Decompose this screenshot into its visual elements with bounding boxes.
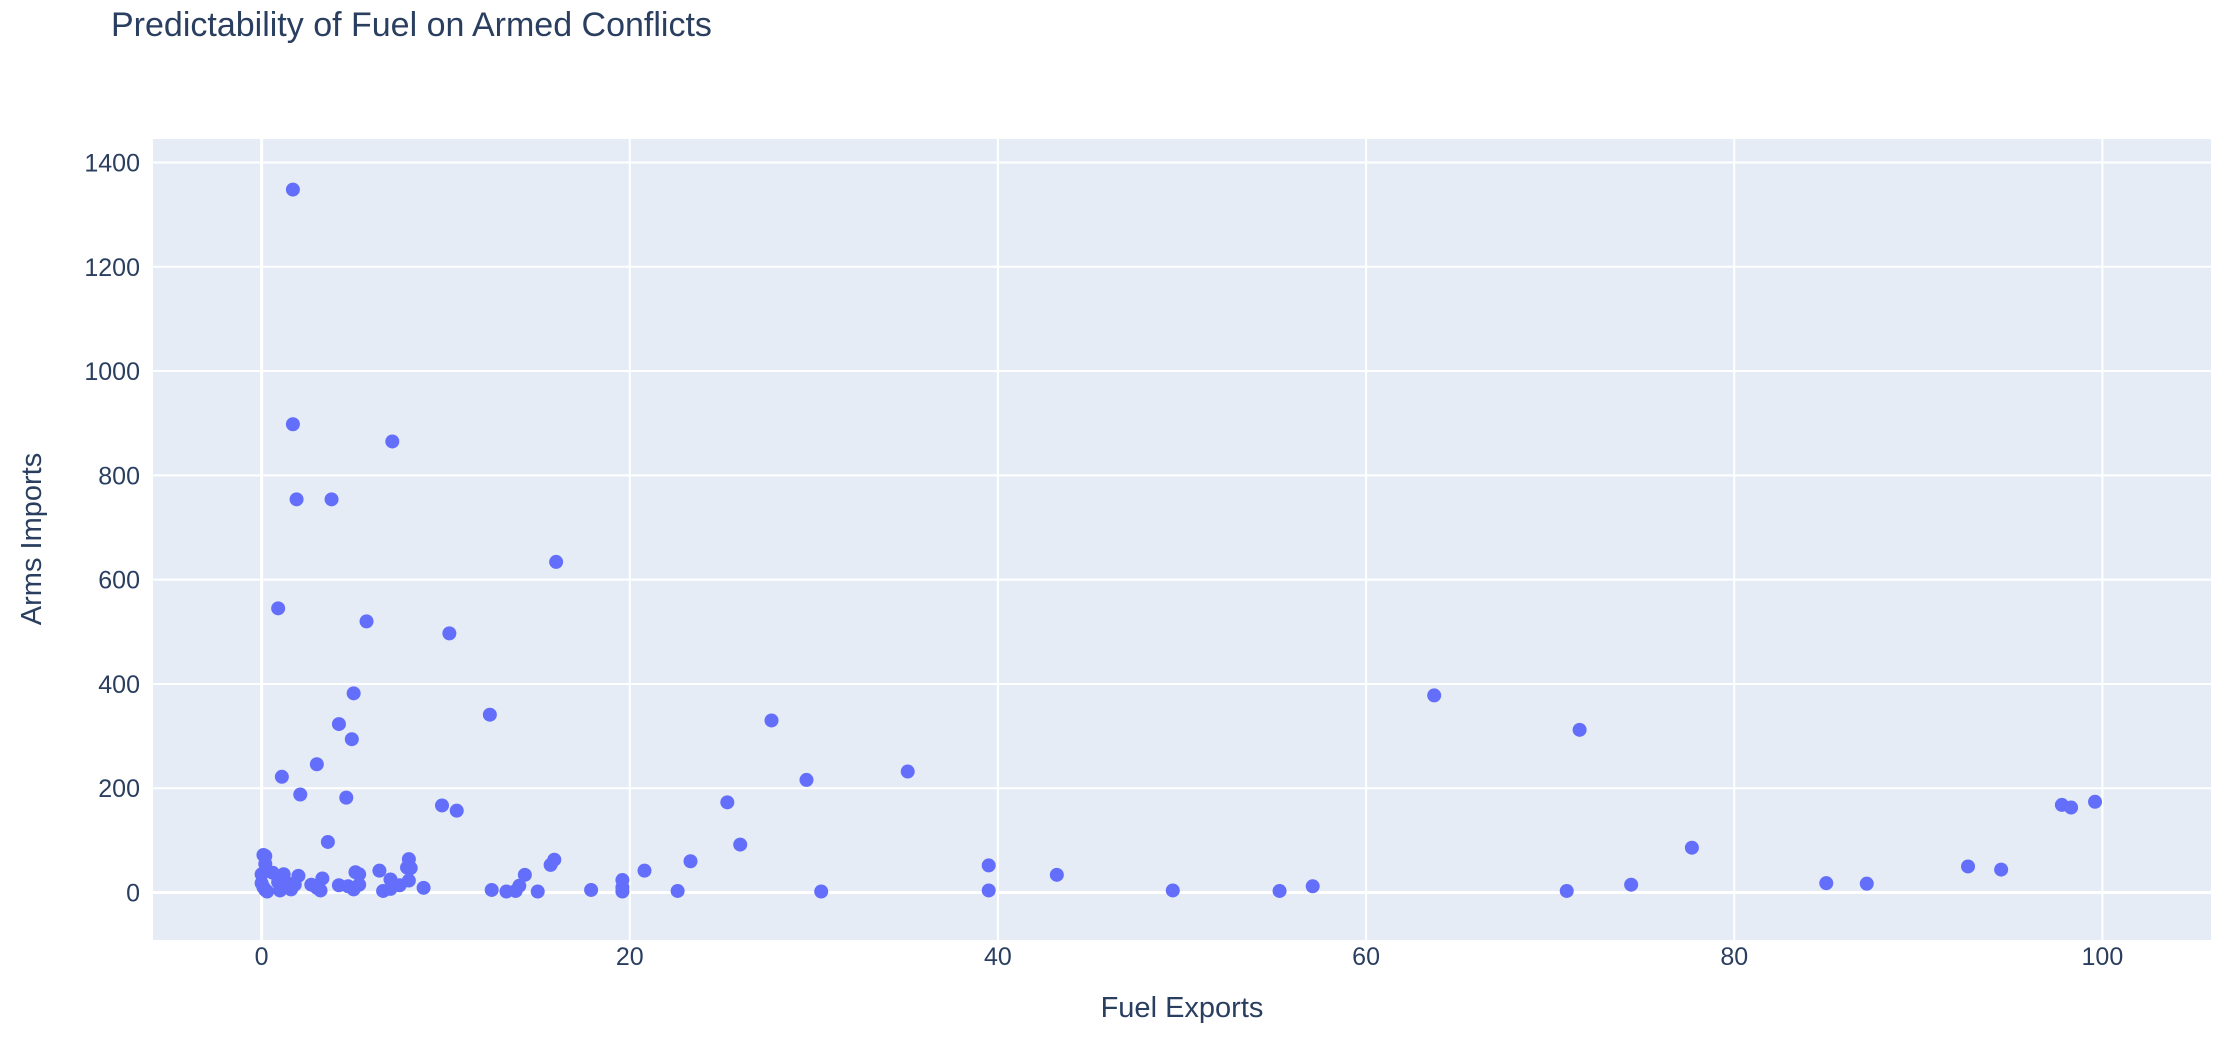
y-tick-label: 1400 [84, 149, 140, 177]
data-point[interactable] [637, 863, 652, 878]
x-tick-label: 0 [255, 943, 269, 971]
y-tick-label: 800 [98, 462, 140, 490]
data-point[interactable] [435, 798, 450, 813]
data-point[interactable] [1572, 722, 1587, 737]
data-point[interactable] [309, 757, 324, 772]
data-point[interactable] [814, 884, 829, 899]
data-point[interactable] [344, 732, 359, 747]
data-point[interactable] [1859, 876, 1874, 891]
data-point[interactable] [517, 867, 532, 882]
data-point[interactable] [764, 713, 779, 728]
data-point[interactable] [1305, 879, 1320, 894]
data-points [254, 182, 2103, 899]
y-tick-label: 200 [98, 775, 140, 803]
data-point[interactable] [543, 857, 558, 872]
data-point[interactable] [289, 492, 304, 507]
x-tick-label: 40 [984, 943, 1012, 971]
data-point[interactable] [403, 861, 418, 876]
data-point[interactable] [900, 764, 915, 779]
data-point[interactable] [331, 717, 346, 732]
data-point[interactable] [1624, 877, 1639, 892]
data-point[interactable] [352, 877, 367, 892]
data-point[interactable] [1961, 859, 1976, 874]
data-point[interactable] [549, 554, 564, 569]
data-point[interactable] [733, 837, 748, 852]
data-point[interactable] [799, 772, 814, 787]
y-axis-title: Arms Imports [16, 453, 48, 625]
data-point[interactable] [1427, 688, 1442, 703]
plot-area [153, 139, 2211, 940]
data-point[interactable] [320, 834, 335, 849]
data-point[interactable] [1272, 883, 1287, 898]
data-point[interactable] [482, 707, 497, 722]
data-point[interactable] [416, 880, 431, 895]
data-point[interactable] [484, 882, 499, 897]
x-axis-title: Fuel Exports [1101, 992, 1264, 1024]
data-point[interactable] [1559, 883, 1574, 898]
data-point[interactable] [359, 614, 374, 629]
y-tick-label: 1000 [84, 358, 140, 386]
data-point[interactable] [392, 878, 407, 893]
data-point[interactable] [1049, 867, 1064, 882]
data-point[interactable] [271, 601, 286, 616]
data-point[interactable] [313, 883, 328, 898]
x-tick-label: 80 [1720, 943, 1748, 971]
data-point[interactable] [530, 884, 545, 899]
y-tick-label: 1200 [84, 254, 140, 282]
data-point[interactable] [385, 434, 400, 449]
data-point[interactable] [274, 769, 289, 784]
data-point[interactable] [449, 803, 464, 818]
data-point[interactable] [670, 883, 685, 898]
data-point[interactable] [372, 863, 387, 878]
data-point[interactable] [287, 877, 302, 892]
data-point[interactable] [293, 787, 308, 802]
data-point[interactable] [720, 795, 735, 810]
data-point[interactable] [285, 417, 300, 432]
data-point[interactable] [352, 867, 367, 882]
y-tick-label: 400 [98, 671, 140, 699]
data-point[interactable] [1994, 862, 2009, 877]
data-point[interactable] [1819, 876, 1834, 891]
data-point[interactable] [1684, 840, 1699, 855]
y-tick-label: 600 [98, 567, 140, 595]
data-point[interactable] [346, 686, 361, 701]
x-tick-label: 20 [616, 943, 644, 971]
data-point[interactable] [683, 854, 698, 869]
x-tick-label: 100 [2082, 943, 2124, 971]
data-point[interactable] [615, 884, 630, 899]
data-point[interactable] [339, 790, 354, 805]
data-point[interactable] [260, 884, 275, 899]
data-point[interactable] [584, 882, 599, 897]
x-tick-label: 60 [1352, 943, 1380, 971]
data-point[interactable] [1165, 883, 1180, 898]
y-tick-label: 0 [126, 880, 140, 908]
data-point[interactable] [324, 492, 339, 507]
chart-title: Predictability of Fuel on Armed Conflict… [111, 6, 712, 44]
data-point[interactable] [285, 182, 300, 197]
data-point[interactable] [2064, 800, 2079, 815]
data-point[interactable] [512, 878, 527, 893]
data-point[interactable] [2088, 794, 2103, 809]
data-point[interactable] [981, 858, 996, 873]
data-point[interactable] [442, 626, 457, 641]
data-point[interactable] [981, 883, 996, 898]
